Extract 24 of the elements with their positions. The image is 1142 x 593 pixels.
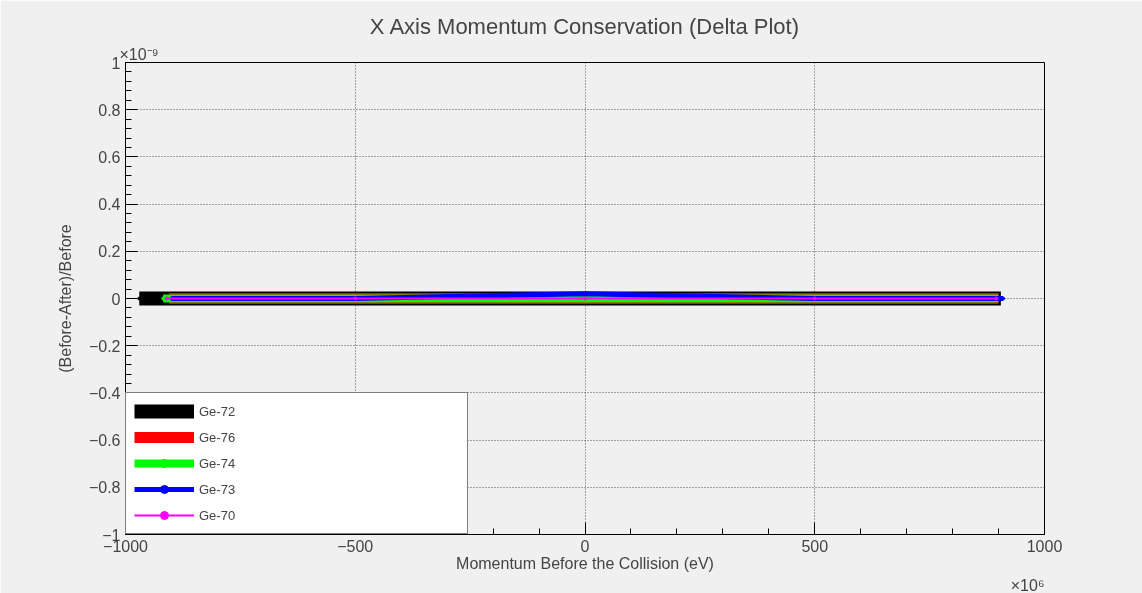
y-tick-label: 0.2 — [98, 243, 121, 261]
legend-label: Ge-76 — [199, 429, 237, 445]
annotation: ×10⁻⁹ — [119, 45, 159, 63]
y-tick-label: 0 — [111, 290, 121, 308]
x-tick-label: 0 — [580, 537, 590, 555]
y-tick-label: −0.8 — [88, 479, 121, 497]
x-axis-title: Momentum Before the Collision (eV) — [456, 554, 714, 572]
y-tick-label: 0.6 — [98, 148, 121, 166]
y-tick-label: −0.4 — [88, 384, 121, 402]
y-tick-label: 0.4 — [98, 196, 121, 214]
y-tick-label: 1 — [111, 54, 121, 72]
legend-label: Ge-72 — [199, 403, 237, 419]
x-tick-label: −500 — [337, 537, 374, 555]
y-tick-label: −0.2 — [88, 337, 121, 355]
legend-label: Ge-73 — [199, 481, 237, 497]
x-tick-label: 1000 — [1026, 537, 1063, 555]
legend-label: Ge-70 — [199, 507, 237, 523]
y-tick-label: 0.8 — [98, 101, 121, 119]
y-tick-label: −0.6 — [88, 432, 121, 450]
chart-title: X Axis Momentum Conservation (Delta Plot) — [369, 13, 799, 39]
legend-label: Ge-74 — [199, 455, 237, 471]
x-tick-label: 500 — [801, 537, 829, 555]
text: ×10⁶ — [1010, 576, 1045, 593]
y-axis-title: (Before-After)/Before — [56, 224, 74, 373]
